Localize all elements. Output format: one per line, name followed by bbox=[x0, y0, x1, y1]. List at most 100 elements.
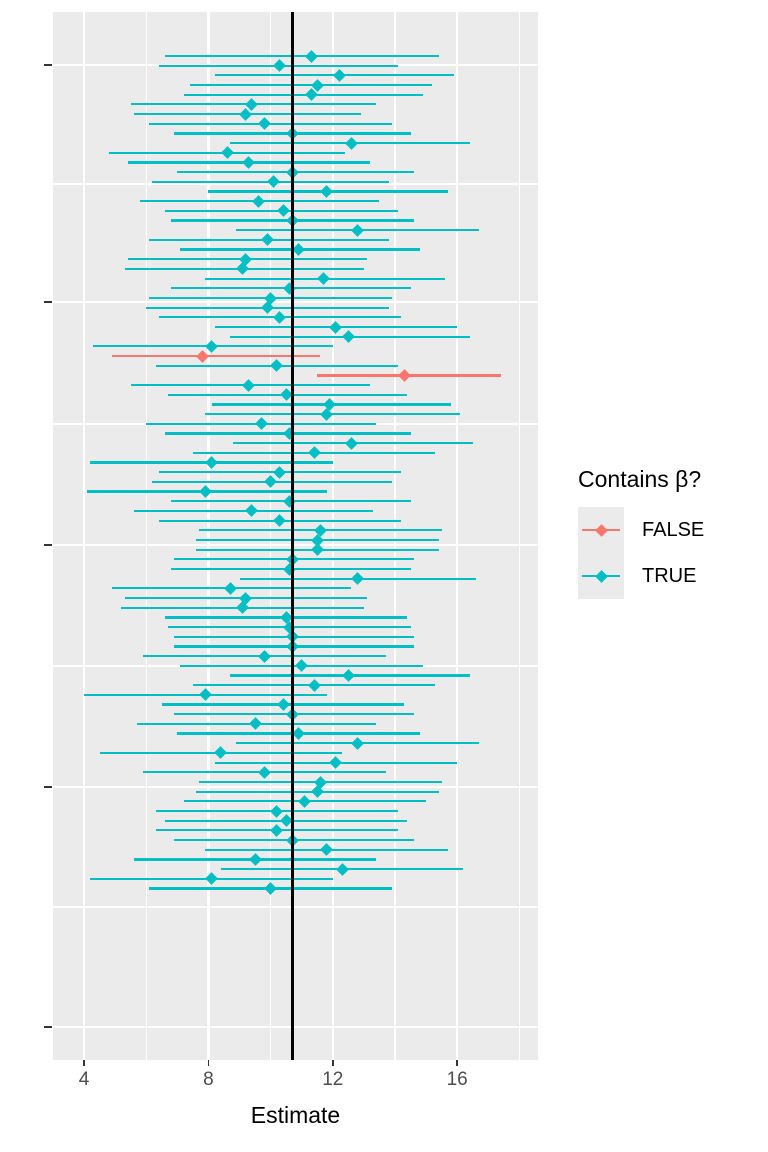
x-tick-mark bbox=[456, 1060, 458, 1066]
confidence-interval-row bbox=[53, 814, 538, 828]
y-gridline-major bbox=[53, 1025, 538, 1029]
x-gridline-minor bbox=[518, 12, 520, 1060]
confidence-interval-row bbox=[53, 707, 538, 721]
confidence-interval-row bbox=[53, 417, 538, 431]
reference-line-vertical bbox=[291, 12, 294, 1060]
confidence-interval-row bbox=[53, 572, 538, 586]
confidence-interval-row bbox=[53, 669, 538, 682]
confidence-interval-row bbox=[53, 756, 538, 769]
legend-key-point bbox=[594, 523, 608, 537]
confidence-interval-row bbox=[53, 340, 538, 353]
confidence-interval-row bbox=[53, 591, 538, 605]
confidence-interval-row bbox=[53, 717, 538, 731]
legend-entry-true[interactable]: TRUE bbox=[578, 553, 762, 599]
legend-label: FALSE bbox=[642, 518, 705, 541]
confidence-interval-row bbox=[53, 523, 538, 537]
confidence-interval-row bbox=[53, 427, 538, 440]
confidence-interval-row bbox=[53, 552, 538, 566]
x-tick-mark bbox=[332, 1060, 334, 1066]
x-gridline-major bbox=[456, 12, 459, 1060]
confidence-interval-row bbox=[53, 862, 538, 876]
confidence-interval-row bbox=[53, 291, 538, 305]
y-tick-mark bbox=[44, 300, 52, 304]
confidence-interval-row bbox=[53, 882, 538, 895]
x-gridline-major bbox=[207, 12, 210, 1060]
confidence-interval-row bbox=[53, 794, 538, 808]
confidence-interval-row bbox=[53, 446, 538, 460]
confidence-interval-row bbox=[53, 485, 538, 498]
y-tick-mark bbox=[44, 63, 52, 67]
confidence-interval-row bbox=[53, 407, 538, 421]
confidence-interval-row bbox=[53, 185, 538, 198]
confidence-interval-row bbox=[53, 262, 538, 276]
confidence-interval-row bbox=[53, 49, 538, 63]
confidence-interval-row bbox=[53, 736, 538, 750]
confidence-interval-row bbox=[53, 494, 538, 508]
confidence-interval-row bbox=[53, 146, 538, 160]
confidence-interval-row bbox=[53, 359, 538, 373]
legend-label: TRUE bbox=[642, 564, 697, 587]
confidence-interval-row bbox=[53, 775, 538, 789]
confidence-interval-row bbox=[53, 649, 538, 663]
confidence-interval-row bbox=[53, 824, 538, 837]
plot-panel bbox=[53, 12, 538, 1060]
legend-title: Contains β? bbox=[578, 466, 702, 492]
confidence-interval-row bbox=[53, 785, 538, 799]
confidence-interval-row bbox=[53, 436, 538, 450]
legend: Contains β? FALSE TRUE bbox=[578, 466, 762, 599]
confidence-interval-row bbox=[53, 630, 538, 644]
legend-key-swatch bbox=[578, 553, 624, 599]
confidence-interval-row bbox=[53, 853, 538, 866]
confidence-interval-row bbox=[53, 582, 538, 595]
confidence-interval-row bbox=[53, 136, 538, 150]
confidence-interval-row bbox=[53, 330, 538, 344]
confidence-interval-row bbox=[53, 688, 538, 702]
confidence-interval-row bbox=[53, 194, 538, 208]
confidence-interval-row bbox=[53, 611, 538, 624]
confidence-interval-row bbox=[53, 243, 538, 256]
confidence-interval-row bbox=[53, 301, 538, 315]
confidence-interval-row bbox=[53, 281, 538, 295]
confidence-interval-row bbox=[53, 678, 538, 692]
confidence-interval-row bbox=[53, 533, 538, 547]
confidence-interval-row bbox=[53, 320, 538, 334]
confidence-interval-row bbox=[53, 601, 538, 615]
confidence-interval-row bbox=[53, 204, 538, 218]
confidence-interval-row bbox=[53, 843, 538, 857]
confidence-interval-row bbox=[53, 98, 538, 111]
confidence-interval-row bbox=[53, 398, 538, 411]
y-gridline-minor bbox=[53, 183, 538, 185]
confidence-interval-row bbox=[53, 117, 538, 131]
legend-key-swatch bbox=[578, 507, 624, 553]
legend-entry-false[interactable]: FALSE bbox=[578, 507, 762, 553]
x-axis-title: Estimate bbox=[250, 1102, 341, 1128]
confidence-interval-row bbox=[53, 59, 538, 73]
confidence-interval-row bbox=[53, 223, 538, 237]
confidence-interval-row bbox=[53, 562, 538, 576]
x-gridline-minor bbox=[270, 12, 272, 1060]
confidence-interval-row bbox=[53, 349, 538, 363]
legend-entries: FALSE TRUE bbox=[578, 507, 762, 599]
confidence-interval-row bbox=[53, 640, 538, 653]
confidence-interval-row bbox=[53, 833, 538, 847]
x-tick-mark bbox=[83, 1060, 85, 1066]
confidence-interval-row bbox=[53, 765, 538, 779]
y-tick-mark bbox=[44, 785, 52, 789]
confidence-interval-row bbox=[53, 107, 538, 121]
confidence-interval-row bbox=[53, 88, 538, 102]
confidence-interval-row bbox=[53, 456, 538, 469]
confidence-interval-row bbox=[53, 659, 538, 673]
confidence-interval-line bbox=[164, 54, 439, 58]
confidence-interval-row bbox=[53, 388, 538, 402]
x-tick-label: 8 bbox=[203, 1069, 214, 1090]
confidence-interval-row bbox=[53, 369, 538, 382]
confidence-interval-row bbox=[53, 156, 538, 169]
confidence-interval-row bbox=[53, 872, 538, 886]
x-tick-label: 12 bbox=[322, 1069, 344, 1090]
estimate-point bbox=[264, 882, 277, 895]
confidence-interval-row bbox=[53, 804, 538, 818]
x-gridline-major bbox=[331, 12, 334, 1060]
y-gridline-minor bbox=[53, 906, 538, 908]
confidence-interval-row bbox=[53, 310, 538, 324]
